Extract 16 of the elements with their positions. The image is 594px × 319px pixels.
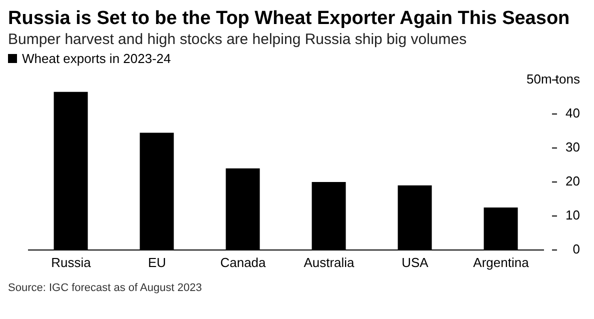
- source-note: Source: IGC forecast as of August 2023: [8, 282, 203, 294]
- y-tick-label: 40: [566, 105, 580, 120]
- x-tick-label: Australia: [304, 255, 356, 270]
- chart-title: Russia is Set to be the Top Wheat Exporter Again This Season: [8, 8, 571, 30]
- y-tick-label: 10: [566, 207, 580, 222]
- x-tick-label: EU: [148, 255, 166, 270]
- y-tick-label: 30: [566, 139, 580, 154]
- legend-label: Wheat exports in 2023-24: [22, 51, 171, 66]
- x-tick-label: Russia: [51, 255, 92, 270]
- x-tick-label: Canada: [220, 255, 267, 270]
- chart-subtitle: Bumper harvest and high stocks are helping Russia ship big volumes: [8, 30, 468, 49]
- y-tick-label: 0: [572, 241, 580, 256]
- y-tick-label: 20: [566, 173, 580, 188]
- x-tick-label: Argentina: [473, 255, 530, 270]
- x-tick-label: USA: [402, 255, 429, 270]
- y-tick-label: 50m tons: [526, 71, 580, 86]
